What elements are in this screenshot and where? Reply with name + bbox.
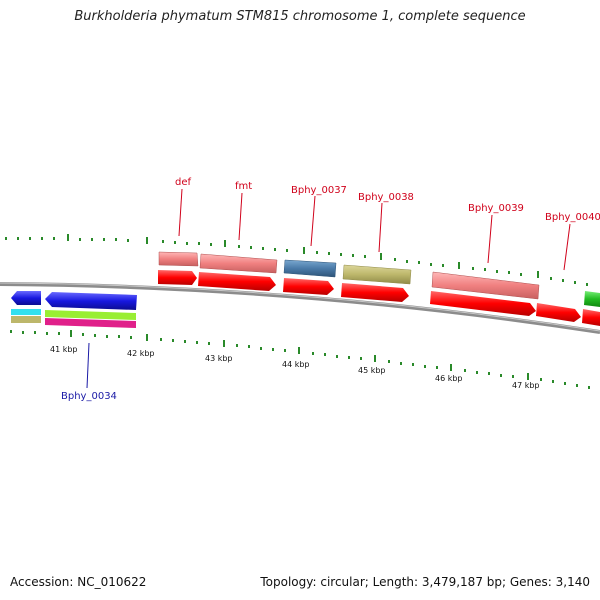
cds-bphy-0039[interactable] xyxy=(430,291,536,316)
cds-bphy-0038[interactable] xyxy=(341,283,409,302)
scale-label-43: 43 kbp xyxy=(205,354,233,363)
accession-text: Accession: NC_010622 xyxy=(10,575,147,589)
gene-partial-green[interactable] xyxy=(584,291,600,307)
cds-fmt[interactable] xyxy=(198,272,276,291)
cds-def[interactable] xyxy=(158,270,197,285)
gene-bphy-0033[interactable] xyxy=(11,291,41,305)
reverse-strand-genes xyxy=(11,291,137,328)
inner-tick-row xyxy=(10,330,590,389)
label-bphy-0039[interactable]: Bphy_0039 xyxy=(468,203,524,214)
label-fmt[interactable]: fmt xyxy=(235,181,252,192)
label-bphy-0040[interactable]: Bphy_0040 xyxy=(545,212,600,223)
chromosome-backbone xyxy=(0,282,600,334)
label-leaders xyxy=(178,188,571,271)
label-bphy-0034[interactable]: Bphy_0034 xyxy=(61,391,117,402)
sequence-stats: Topology: circular; Length: 3,479,187 bp… xyxy=(260,575,590,589)
scale-label-46: 46 kbp xyxy=(435,374,463,383)
scale-label-41: 41 kbp xyxy=(50,345,78,354)
scale-label-45: 45 kbp xyxy=(358,366,386,375)
cds-bphy-0037[interactable] xyxy=(283,278,334,295)
cds-bphy-0040[interactable] xyxy=(536,303,581,322)
gene-def[interactable] xyxy=(158,251,199,267)
gene-fmt[interactable] xyxy=(199,253,278,274)
scale-label-44: 44 kbp xyxy=(282,360,310,369)
map-title: Burkholderia phymatum STM815 chromosome … xyxy=(74,9,526,24)
gene-bphy-0037[interactable] xyxy=(283,259,337,278)
feature-magenta[interactable] xyxy=(45,318,136,328)
scale-labels: 41 kbp 42 kbp 43 kbp 44 kbp 45 kbp 46 kb… xyxy=(50,345,540,390)
feature-lime[interactable] xyxy=(45,310,136,320)
gene-bphy-0039[interactable] xyxy=(431,271,540,300)
label-leader-bphy-0034 xyxy=(86,342,90,389)
gene-bphy-0034[interactable] xyxy=(45,292,137,310)
cds-partial[interactable] xyxy=(582,309,600,326)
forward-strand-genes xyxy=(158,251,600,326)
outer-tick-row xyxy=(5,234,588,286)
label-bphy-0037[interactable]: Bphy_0037 xyxy=(291,185,347,196)
gene-bphy-0038[interactable] xyxy=(342,264,412,285)
gene-labels: def fmt Bphy_0037 Bphy_0038 Bphy_0039 Bp… xyxy=(61,177,600,402)
scale-label-47: 47 kbp xyxy=(512,381,540,390)
feature-khaki-small[interactable] xyxy=(11,316,41,323)
feature-cyan[interactable] xyxy=(11,309,41,315)
label-def[interactable]: def xyxy=(175,177,192,188)
label-bphy-0038[interactable]: Bphy_0038 xyxy=(358,192,414,203)
scale-label-42: 42 kbp xyxy=(127,349,155,358)
